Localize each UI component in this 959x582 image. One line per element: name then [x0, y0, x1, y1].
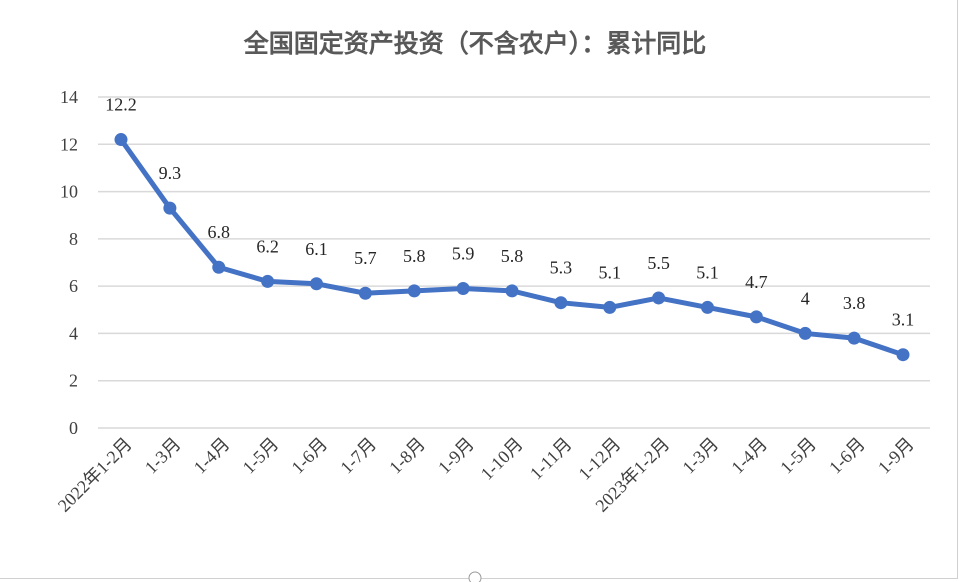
data-point: [261, 274, 275, 288]
data-point: [896, 348, 910, 362]
x-tick-label: 1-10月: [477, 434, 527, 484]
data-point: [114, 133, 128, 147]
y-tick-label: 4: [69, 323, 78, 343]
data-point: [310, 277, 323, 291]
data-point: [652, 291, 666, 305]
data-label: 5.1: [599, 262, 622, 282]
y-tick-label: 12: [60, 134, 78, 154]
data-point: [163, 201, 177, 215]
x-tick-label: 1-3月: [141, 434, 185, 478]
data-label: 4: [801, 288, 810, 308]
data-label: 3.8: [843, 293, 866, 313]
data-point: [456, 282, 470, 296]
y-tick-label: 6: [69, 276, 78, 296]
data-point: [358, 286, 372, 300]
data-point: [505, 284, 519, 298]
data-label: 5.7: [354, 248, 377, 268]
x-tick-label: 1-5月: [239, 434, 283, 478]
x-tick-label: 1-4月: [727, 434, 771, 478]
x-tick-label: 1-8月: [385, 434, 429, 478]
x-tick-label: 2022年1-2月: [54, 434, 136, 516]
data-label: 5.8: [403, 246, 426, 266]
chart-title: 全国固定资产投资（不含农户）：累计同比: [243, 29, 707, 58]
data-label: 5.1: [696, 262, 719, 282]
data-point: [701, 300, 714, 314]
y-tick-label: 8: [69, 229, 78, 249]
data-label: 6.1: [305, 239, 328, 259]
x-tick-label: 1-11月: [526, 434, 576, 484]
x-tick-label: 1-9月: [434, 434, 478, 478]
x-tick-label: 1-7月: [336, 434, 380, 478]
y-tick-label: 2: [69, 371, 78, 391]
data-label: 3.1: [892, 310, 915, 330]
data-label: 5.3: [550, 258, 573, 278]
y-tick-label: 14: [60, 87, 78, 107]
data-label: 5.8: [501, 246, 524, 266]
data-label: 6.2: [256, 236, 279, 256]
y-tick-label: 10: [60, 182, 78, 202]
data-label: 9.3: [159, 163, 182, 183]
data-point: [847, 331, 861, 345]
data-point: [798, 326, 812, 340]
data-point: [749, 310, 763, 324]
data-point: [407, 284, 421, 298]
resize-handle[interactable]: [468, 571, 482, 582]
data-point: [212, 260, 226, 274]
data-label: 6.8: [208, 222, 231, 242]
data-label: 12.2: [105, 95, 137, 115]
data-label: 5.5: [647, 253, 670, 273]
x-tick-label: 1-3月: [678, 434, 722, 478]
x-tick-label: 1-6月: [825, 434, 869, 478]
x-tick-label: 1-5月: [776, 434, 820, 478]
data-label: 4.7: [745, 272, 768, 292]
data-label: 5.9: [452, 244, 475, 264]
data-point: [603, 300, 617, 314]
x-tick-label: 1-6月: [287, 434, 331, 478]
y-tick-label: 0: [69, 418, 78, 438]
x-tick-label: 1-4月: [190, 434, 234, 478]
data-point: [554, 296, 568, 310]
x-tick-label: 1-9月: [874, 434, 918, 478]
